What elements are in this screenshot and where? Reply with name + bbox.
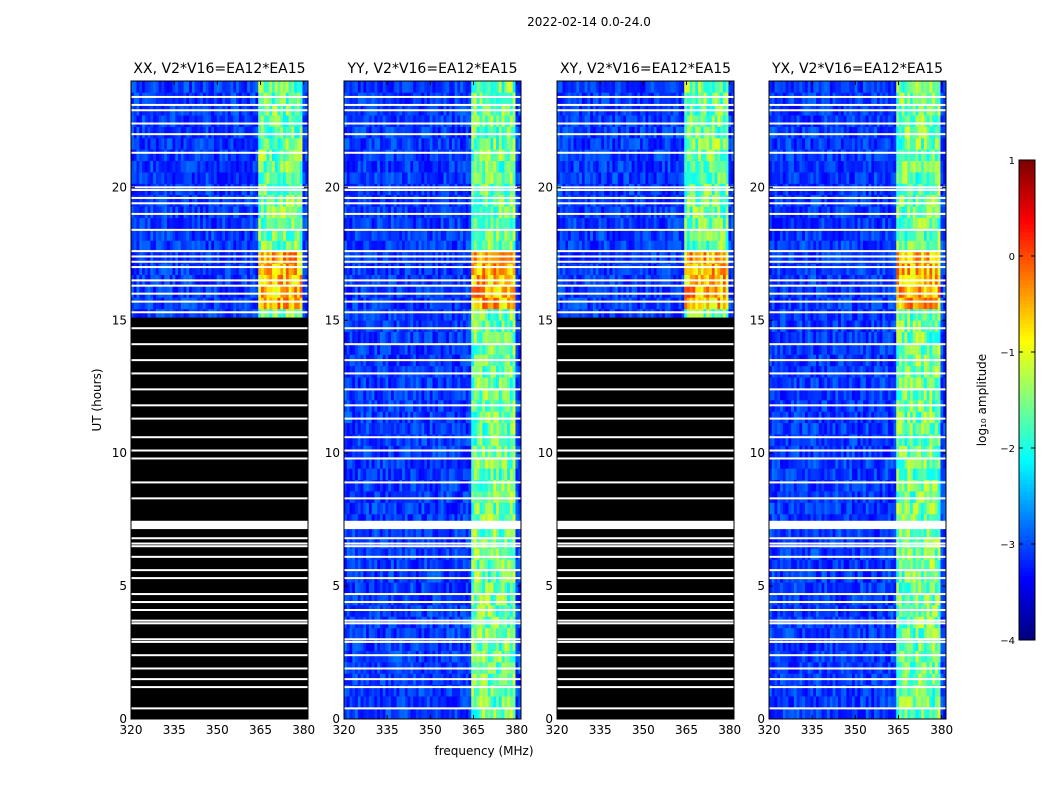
y-tick-label: 15 [325,313,340,327]
x-tick-label: 380 [718,723,741,737]
colorbar-tick-label: 0 [1009,252,1015,263]
y-tick-label: 5 [545,579,553,593]
panel-title: YX, V2*V16=EA12*EA15 [771,61,943,77]
colorbar-tick-label: −3 [1000,540,1015,551]
colorbar-label: log₁₀ amplitude [975,354,989,446]
x-tick-label: 380 [505,723,528,737]
x-tick-label: 320 [333,723,356,737]
x-tick-label: 365 [249,723,272,737]
y-axis-label: UT (hours) [90,368,104,431]
panel-1: XX, V2*V16=EA12*EA15 320 335 350 365 380 0 5 10 1… [112,61,315,737]
panel-2: YY, V2*V16=EA12*EA15 320 335 350 365 380 0 5 10 1… [325,61,528,737]
colorbar-frame [1018,159,1036,641]
x-tick-label: 365 [462,723,485,737]
figure-suptitle: 2022-02-14 0.0-24.0 [527,15,651,29]
y-tick-label: 20 [112,180,127,194]
colorbar: 1 0 −1 −2 −3 −4 [1000,156,1036,647]
y-tick-label: 10 [112,446,127,460]
y-tick-label: 0 [545,712,553,726]
y-tick-label: 10 [538,446,553,460]
y-tick-label: 20 [325,180,340,194]
panel-title: YY, V2*V16=EA12*EA15 [346,61,517,77]
colorbar-gradient [1019,160,1035,641]
x-tick-label: 350 [206,723,229,737]
flagged-rows [344,95,521,710]
y-tick-label: 10 [325,446,340,460]
panel-title: XY, V2*V16=EA12*EA15 [560,61,731,77]
y-tick-label: 20 [538,180,553,194]
no-data-region [557,317,734,719]
x-tick-label: 335 [589,723,612,737]
x-tick-label: 335 [801,723,824,737]
x-tick-label: 350 [844,723,867,737]
y-tick-label: 15 [112,313,127,327]
y-tick-label: 5 [119,579,127,593]
x-tick-label: 350 [632,723,655,737]
flagged-rows [557,95,734,710]
axes-frame [343,80,522,720]
x-tick-label: 335 [163,723,186,737]
panels: XX, V2*V16=EA12*EA15 320 335 350 365 380 0 5 10 1… [112,61,953,737]
x-tick-label: 320 [120,723,143,737]
x-tick-label: 320 [546,723,569,737]
panel-4: YX, V2*V16=EA12*EA15 320 335 350 365 380 0 5 10 1… [750,61,953,737]
colorbar-tick-label: −1 [1000,348,1015,359]
colorbar-tick-label: −4 [1000,636,1015,647]
axes-frame [556,80,735,720]
x-axis-label: frequency (MHz) [434,744,533,758]
y-tick-label: 20 [750,180,765,194]
no-data-region [131,317,308,719]
x-tick-label: 320 [758,723,781,737]
y-tick-label: 0 [119,712,127,726]
y-tick-label: 15 [538,313,553,327]
y-tick-label: 0 [757,712,765,726]
x-tick-label: 380 [292,723,315,737]
axes-frame [130,80,309,720]
panel-title: XX, V2*V16=EA12*EA15 [133,61,305,77]
y-tick-label: 5 [757,579,765,593]
colorbar-tick-label: −2 [1000,444,1015,455]
x-tick-label: 380 [930,723,953,737]
panel-3: XY, V2*V16=EA12*EA15 320 335 350 365 380 0 5 10 1… [538,61,741,737]
y-tick-label: 5 [332,579,340,593]
flagged-rows [769,95,946,710]
y-tick-label: 0 [332,712,340,726]
x-tick-label: 350 [419,723,442,737]
axes-frame [768,80,947,720]
flagged-rows [131,95,308,710]
y-tick-label: 15 [750,313,765,327]
x-tick-label: 365 [887,723,910,737]
x-tick-label: 335 [376,723,399,737]
colorbar-tick-label: 1 [1009,156,1015,167]
y-tick-label: 10 [750,446,765,460]
x-tick-label: 365 [675,723,698,737]
